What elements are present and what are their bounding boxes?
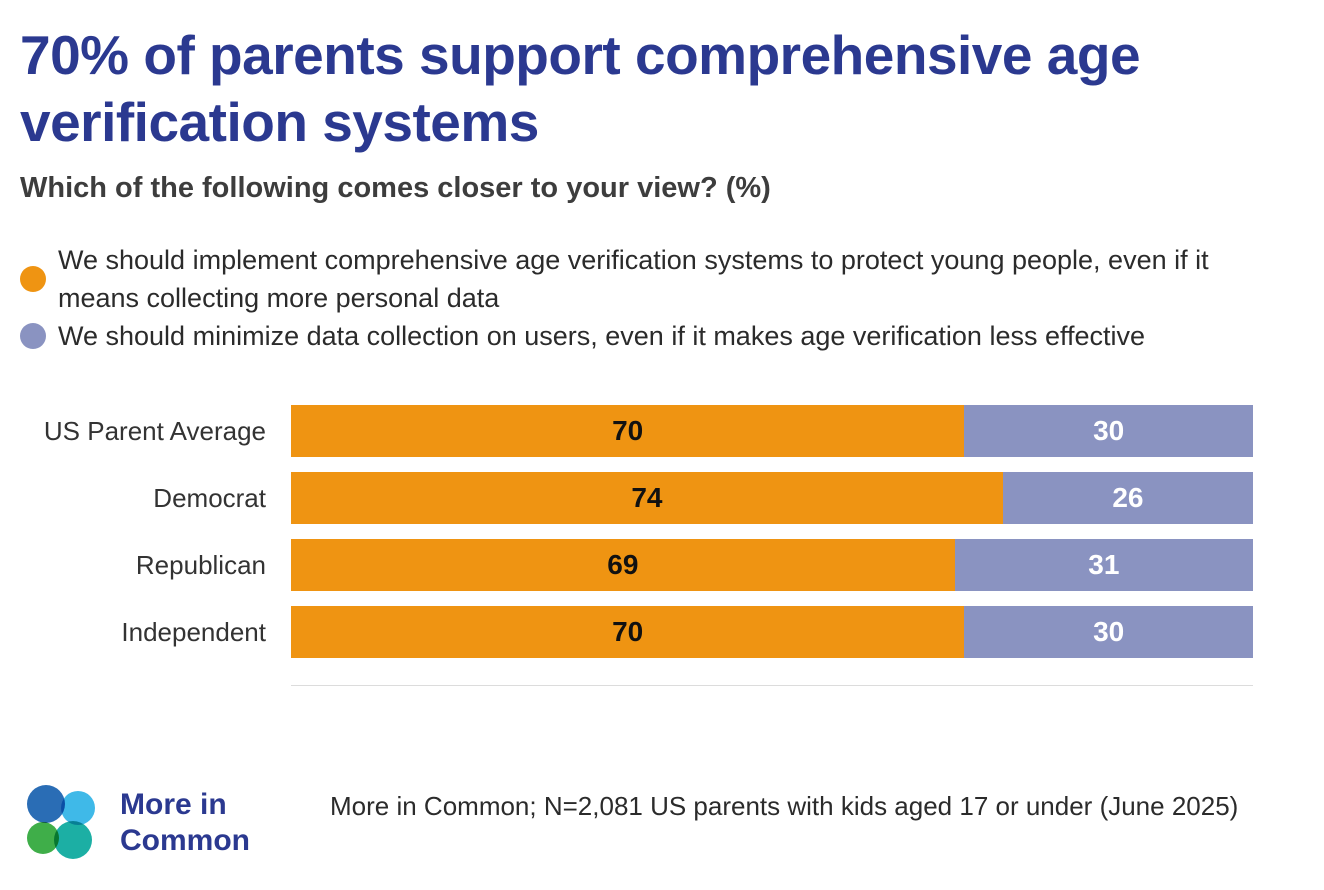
bar-value-label: 70 <box>612 415 644 447</box>
bar-value-label: 26 <box>1112 482 1144 514</box>
bar-segment: 26 <box>1002 472 1253 525</box>
legend-item: We should minimize data collection on us… <box>20 317 1304 355</box>
legend: We should implement comprehensive age ve… <box>20 241 1304 355</box>
bar-segment: 70 <box>291 405 965 458</box>
bar-track: 70 30 <box>291 405 1253 458</box>
bar-chart: US Parent Average 70 30 Democrat 74 26 Republi… <box>20 405 1304 659</box>
more-in-common-logo-icon <box>27 785 95 859</box>
bar-segment: 31 <box>954 539 1253 592</box>
legend-label: We should implement comprehensive age ve… <box>58 245 1209 314</box>
category-label: Independent <box>121 616 266 647</box>
chart-row: Independent 70 30 <box>20 606 1253 659</box>
chart-row: US Parent Average 70 30 <box>20 405 1253 458</box>
bar-value-label: 30 <box>1093 415 1125 447</box>
bar-track: 74 26 <box>291 472 1253 525</box>
bar-segment: 30 <box>964 405 1253 458</box>
bar-value-label: 30 <box>1093 616 1125 648</box>
chart-row: Democrat 74 26 <box>20 472 1253 525</box>
bar-value-label: 74 <box>631 482 663 514</box>
bar-segment: 74 <box>291 472 1003 525</box>
category-label: Republican <box>135 549 266 580</box>
legend-swatch-icon <box>20 266 46 293</box>
legend-item: We should implement comprehensive age ve… <box>20 241 1304 317</box>
logo-text-line: Common <box>120 824 250 857</box>
bar-segment: 70 <box>291 606 965 659</box>
logo-wordmark: More in Common <box>120 787 250 859</box>
bar-value-label: 70 <box>612 616 644 648</box>
bar-track: 70 30 <box>291 606 1253 659</box>
footer: More in Common More in Common; N=2,081 U… <box>0 780 1324 866</box>
bar-track: 69 31 <box>291 539 1253 592</box>
bar-value-label: 31 <box>1088 549 1120 581</box>
page-title: 70% of parents support comprehensive age… <box>20 24 1141 154</box>
chart-question: Which of the following comes closer to y… <box>20 172 771 205</box>
divider <box>291 685 1253 687</box>
source-note: More in Common; N=2,081 US parents with … <box>330 791 1239 821</box>
chart-row: Republican 69 31 <box>20 539 1253 592</box>
logo-text-line: More in <box>120 788 227 821</box>
bar-value-label: 69 <box>607 549 639 581</box>
category-label: Democrat <box>153 482 266 513</box>
legend-swatch-icon <box>20 323 46 350</box>
more-in-common-logo: More in Common <box>20 780 330 866</box>
bar-segment: 30 <box>964 606 1253 659</box>
bar-segment: 69 <box>291 539 955 592</box>
legend-label: We should minimize data collection on us… <box>58 321 1146 352</box>
category-label: US Parent Average <box>43 415 266 446</box>
